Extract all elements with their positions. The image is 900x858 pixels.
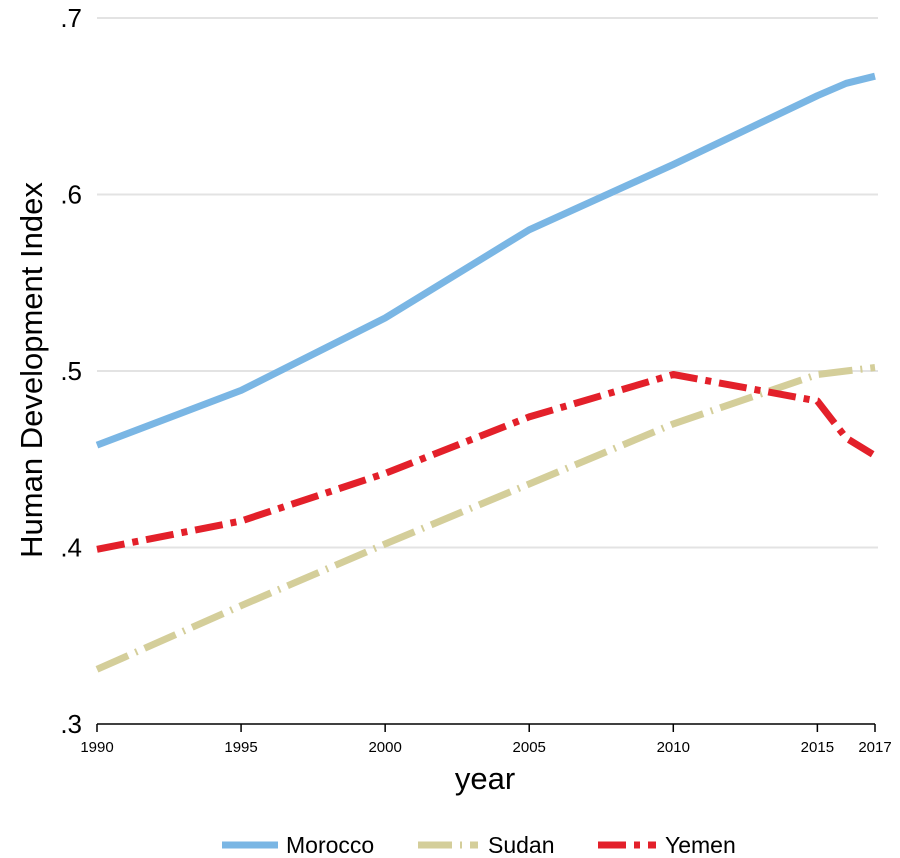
legend-label-sudan: Sudan [488,832,555,858]
x-tick-label: 2010 [657,739,690,756]
x-tick-label: 1995 [224,739,257,756]
series-line-yemen [96,371,877,553]
y-tick-label: .3 [60,709,82,739]
y-axis-label: Human Development Index [14,182,49,558]
x-tick-label: 2000 [368,739,401,756]
x-axis-label: year [455,761,515,796]
series-line-sudan [95,364,876,673]
series-lines [95,72,877,673]
legend-label-yemen: Yemen [665,832,736,858]
x-tick-label: 2005 [513,739,546,756]
x-tick-label: 2017 [858,739,891,756]
legend-label-morocco: Morocco [286,832,374,858]
axes: .3 .4 .5 .6 .7 1990 1995 2000 2005 2010 2015 2017 [60,3,891,756]
legend: Morocco Sudan Yemen [222,832,736,858]
x-tick-label: 2015 [801,739,834,756]
y-tick-label: .7 [60,3,82,33]
y-tick-label: .6 [60,180,82,210]
gridlines [97,17,878,549]
x-tick-label: 1990 [80,739,113,756]
y-tick-label: .5 [60,356,82,386]
y-tick-label: .4 [60,533,82,563]
series-line-morocco [95,72,876,449]
